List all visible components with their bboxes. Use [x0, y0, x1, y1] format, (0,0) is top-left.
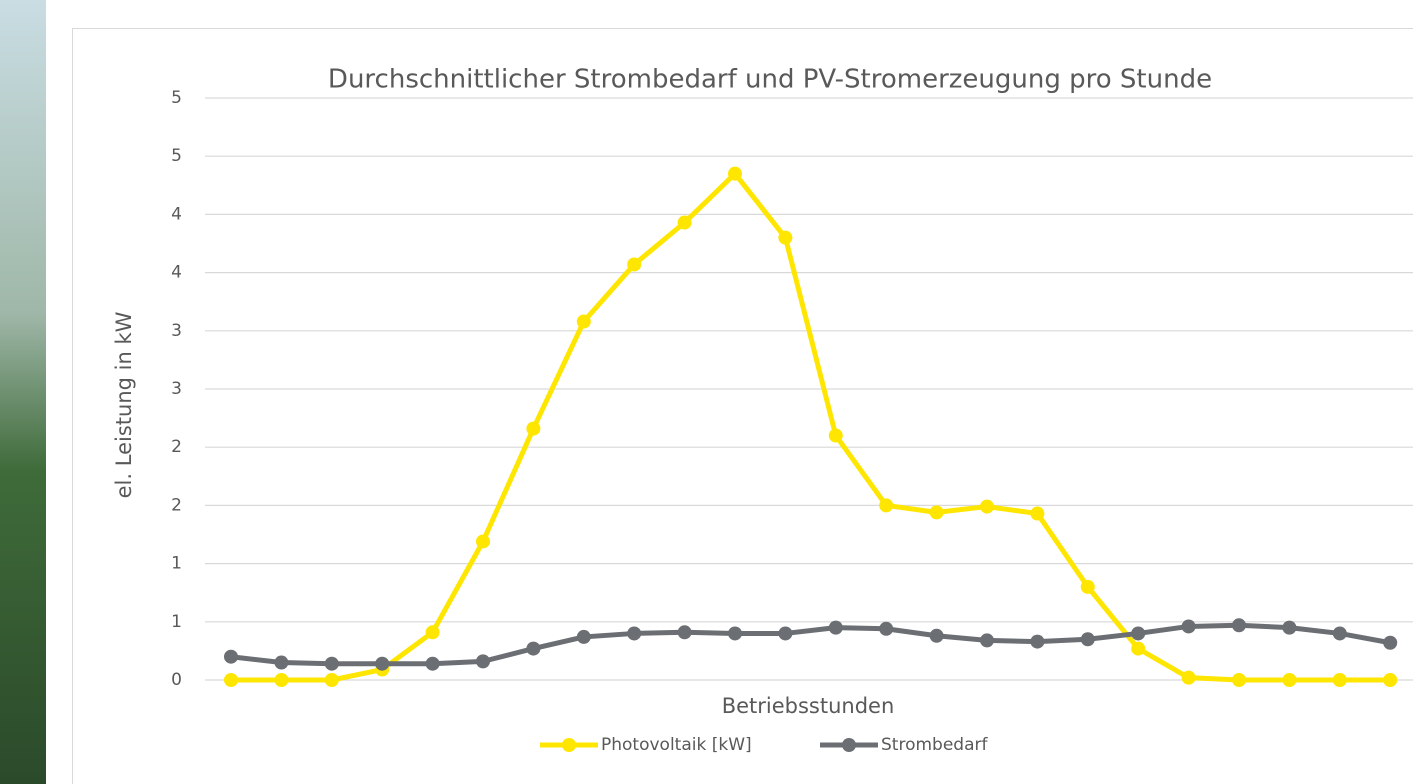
data-point [1081, 632, 1095, 646]
data-point [728, 167, 742, 181]
data-point [980, 633, 994, 647]
y-tick-label: 3 [171, 321, 182, 341]
y-tick-label: 2 [171, 437, 182, 457]
data-point [829, 429, 843, 443]
y-tick-label: 2 [171, 495, 182, 515]
legend-marker [562, 738, 576, 752]
y-axis-label: el. Leistung in kW [112, 311, 136, 498]
data-point [1383, 673, 1397, 687]
y-tick-label: 4 [171, 204, 182, 224]
legend-label: Strombedarf [881, 735, 988, 755]
data-point [1182, 671, 1196, 685]
data-point [728, 626, 742, 640]
y-tick-label: 5 [171, 88, 182, 108]
data-point [879, 622, 893, 636]
y-tick-label: 1 [171, 554, 182, 574]
data-point [426, 657, 440, 671]
data-point [930, 505, 944, 519]
data-point [627, 626, 641, 640]
page: Durchschnittlicher Strombedarf und PV-St… [0, 0, 1413, 784]
data-point [1333, 673, 1347, 687]
data-point [426, 625, 440, 639]
data-point [1333, 626, 1347, 640]
data-point [476, 654, 490, 668]
y-tick-label: 5 [171, 146, 182, 166]
data-point [980, 500, 994, 514]
data-point [1131, 626, 1145, 640]
y-tick-label: 4 [171, 263, 182, 283]
data-point [224, 673, 238, 687]
chart-title: Durchschnittlicher Strombedarf und PV-St… [328, 65, 1212, 95]
data-point [526, 422, 540, 436]
data-point [274, 656, 288, 670]
data-point [375, 657, 389, 671]
legend-marker [842, 738, 856, 752]
legend-label: Photovoltaik [kW] [601, 735, 752, 755]
data-point [1383, 636, 1397, 650]
data-point [1182, 619, 1196, 633]
data-point [274, 673, 288, 687]
data-point [1081, 580, 1095, 594]
data-point [678, 625, 692, 639]
data-point [930, 629, 944, 643]
data-point [1232, 618, 1246, 632]
x-axis-label: Betriebsstunden [722, 694, 895, 718]
data-point [1232, 673, 1246, 687]
data-point [577, 314, 591, 328]
data-point [678, 216, 692, 230]
data-point [778, 626, 792, 640]
data-point [1282, 621, 1296, 635]
chart-frame [73, 29, 1413, 784]
data-point [1282, 673, 1296, 687]
y-tick-label: 0 [171, 670, 182, 690]
data-point [577, 630, 591, 644]
data-point [224, 650, 238, 664]
data-point [627, 257, 641, 271]
data-point [829, 621, 843, 635]
data-point [325, 657, 339, 671]
data-point [526, 642, 540, 656]
side-photo [0, 0, 46, 784]
data-point [879, 498, 893, 512]
data-point [325, 673, 339, 687]
data-point [1131, 642, 1145, 656]
data-point [476, 534, 490, 548]
data-point [1030, 635, 1044, 649]
y-tick-label: 1 [171, 612, 182, 632]
data-point [778, 231, 792, 245]
data-point [1030, 507, 1044, 521]
y-tick-label: 3 [171, 379, 182, 399]
